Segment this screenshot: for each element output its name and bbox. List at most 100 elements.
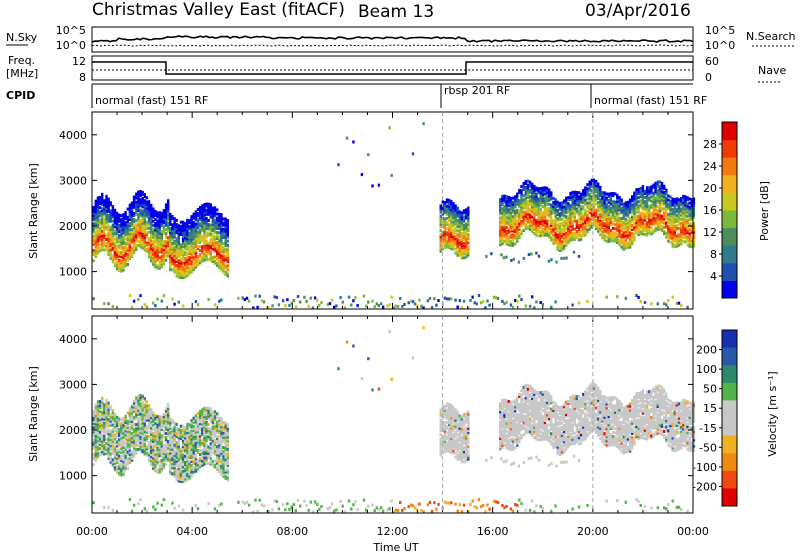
power-cell xyxy=(690,206,693,210)
power-cell xyxy=(118,267,121,270)
power-cell xyxy=(622,245,625,249)
velocity-cell xyxy=(169,457,172,461)
velocity-cell xyxy=(132,418,136,421)
power-cell xyxy=(631,205,634,209)
power-cell xyxy=(556,245,559,249)
velocity-cell xyxy=(105,400,108,404)
power-cell xyxy=(150,224,153,228)
power-cell xyxy=(584,186,587,190)
velocity-cell xyxy=(137,396,140,400)
power-cell xyxy=(554,224,557,228)
power-cell xyxy=(147,247,151,251)
power-cell xyxy=(316,298,319,302)
power-cell xyxy=(663,193,666,196)
power-cell xyxy=(565,206,568,210)
power-cell xyxy=(145,243,149,247)
velocity-cell xyxy=(118,440,121,444)
power-cell xyxy=(620,237,623,241)
velocity-cell xyxy=(122,472,125,476)
power-cell xyxy=(94,249,97,252)
power-cell xyxy=(107,205,110,209)
power-cell xyxy=(167,227,170,231)
power-cell xyxy=(113,233,117,237)
power-cell xyxy=(205,247,208,251)
power-cell xyxy=(101,207,104,211)
power-cell xyxy=(571,203,574,207)
power-cell xyxy=(465,214,468,218)
power-cell xyxy=(620,200,623,204)
power-cell xyxy=(147,216,151,220)
power-cell xyxy=(96,239,100,243)
power-cell xyxy=(533,306,536,310)
power-cell xyxy=(218,216,221,220)
power-cell xyxy=(499,198,502,202)
power-cell xyxy=(143,217,146,221)
power-cell xyxy=(680,203,683,207)
power-cell xyxy=(181,249,185,253)
power-cell xyxy=(667,206,670,210)
velocity-cell xyxy=(143,438,146,442)
power-cell xyxy=(118,225,121,229)
velocity-cell xyxy=(115,419,119,423)
power-cell xyxy=(643,202,647,206)
power-cell xyxy=(220,241,223,245)
power-cell xyxy=(107,207,110,211)
power-cell xyxy=(518,201,521,205)
power-cell xyxy=(677,208,681,212)
power-cell xyxy=(526,183,530,187)
power-cell xyxy=(535,194,538,198)
velocity-cell xyxy=(143,442,146,446)
power-cell xyxy=(162,213,166,217)
power-cell xyxy=(173,258,176,262)
power-cell xyxy=(484,306,487,310)
power-cell xyxy=(175,268,178,272)
velocity-cell xyxy=(128,411,132,415)
power-cell xyxy=(105,200,108,204)
power-cell xyxy=(541,188,544,192)
power-cell xyxy=(113,253,117,257)
power-cell xyxy=(113,249,117,253)
velocity-cell xyxy=(169,464,172,467)
power-cell xyxy=(692,197,696,201)
power-cell xyxy=(152,248,155,252)
velocity-cell xyxy=(173,454,176,457)
power-cell xyxy=(524,206,527,210)
velocity-cell xyxy=(154,459,157,463)
power-cell xyxy=(535,186,538,190)
power-cell xyxy=(101,225,104,229)
power-cell xyxy=(216,241,219,245)
power-cell xyxy=(143,232,146,236)
power-cell xyxy=(184,267,187,271)
power-cell xyxy=(675,244,679,248)
power-cell xyxy=(565,202,568,206)
power-cell xyxy=(169,251,172,255)
power-cell xyxy=(652,204,655,208)
power-cell xyxy=(537,209,540,213)
power-cell xyxy=(145,235,149,239)
power-cell xyxy=(554,218,557,222)
power-cell xyxy=(611,214,615,218)
power-cell xyxy=(467,245,470,249)
power-cell xyxy=(682,219,685,223)
power-cell xyxy=(128,213,132,217)
power-cell xyxy=(154,240,157,244)
power-cell xyxy=(680,221,683,225)
power-cell xyxy=(98,234,102,238)
power-cell xyxy=(169,223,172,226)
velocity-cell xyxy=(156,419,159,423)
velocity-cell xyxy=(143,405,146,409)
power-cell xyxy=(516,198,519,202)
power-cell xyxy=(550,195,553,199)
power-cell xyxy=(190,227,193,231)
power-cell xyxy=(167,242,170,246)
power-cell xyxy=(516,235,519,239)
power-cell xyxy=(209,256,212,260)
velocity-cell xyxy=(126,460,129,464)
power-cell xyxy=(190,245,193,249)
power-cell xyxy=(120,238,123,242)
power-cell xyxy=(439,223,442,226)
power-cell xyxy=(222,223,225,227)
power-cell xyxy=(535,229,538,233)
power-cell xyxy=(141,238,144,242)
power-cell xyxy=(115,250,119,254)
